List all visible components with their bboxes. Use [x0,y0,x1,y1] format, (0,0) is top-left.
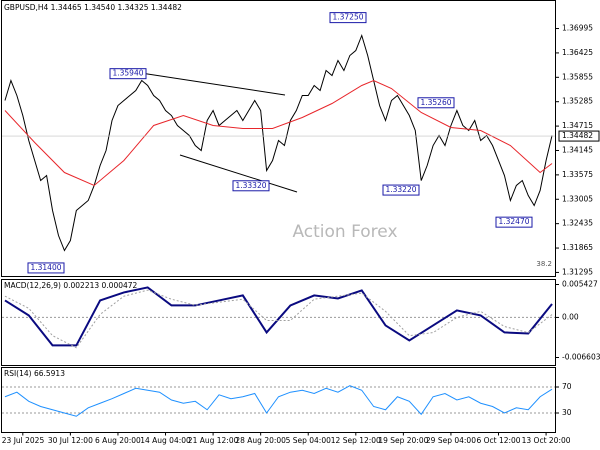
y-tick-label: -0.006603 [562,353,600,362]
series-line [4,33,553,252]
annotation-label: 1.33320 [235,181,266,190]
annotation-box [27,262,65,274]
annotation-label: 1.31400 [30,263,61,272]
y-tick-label: 1.33575 [562,170,593,179]
watermark: Action Forex [292,222,397,242]
channel-line [179,154,298,193]
y-tick-label: 1.31295 [562,267,593,276]
annotation-box [329,12,367,24]
pane-title: GBPUSD,H4 1.34465 1.34540 1.34325 1.3448… [4,3,182,12]
rsi-pane [1,367,556,433]
x-tick-label: 6 Oct 12:00 [476,436,520,445]
y-tick-label: 1.32435 [562,219,593,228]
annotation-label: 1.33220 [385,185,416,194]
x-tick-label: 28 Aug 20:00 [235,436,286,445]
series-line [4,79,553,187]
annotation-box [382,184,420,196]
last-price-box [558,130,600,142]
x-tick-label: 13 Oct 20:00 [522,436,571,445]
annotation-label: 1.32470 [498,217,529,226]
series-line [4,385,553,417]
x-tick-label: 12 Sep 12:00 [331,436,381,445]
y-tick-label: 0.00 [562,312,579,321]
x-tick-label: 14 Aug 04:00 [140,436,191,445]
x-tick-label: 30 Jul 12:00 [48,436,93,445]
annotation-label: 1.35940 [112,69,143,78]
y-tick-label: 1.36425 [562,48,593,57]
x-tick-label: 21 Aug 12:00 [188,436,239,445]
fib-label: 38.2 [536,260,552,268]
price-pane [1,0,556,277]
y-tick-label: 1.35285 [562,97,593,106]
channel-line [140,72,286,96]
annotation-label: 1.37250 [332,13,363,22]
y-tick-label: 1.36995 [562,24,593,33]
last-price-label: 1.34482 [562,131,593,140]
pane-title: RSI(14) 66.5913 [4,369,65,378]
pane-title: MACD(12,26,9) 0.002213 0.000472 [4,281,138,290]
macd-pane [1,279,556,366]
series-line [4,286,553,347]
y-tick-label: 1.35855 [562,72,593,81]
y-tick-label: 1.34715 [562,121,593,130]
y-tick-label: 1.33005 [562,194,593,203]
x-tick-label: 6 Aug 20:00 [95,436,141,445]
y-tick-label: 70 [562,382,572,391]
y-tick-label: 30 [562,408,572,417]
x-tick-label: 23 Jul 2025 [2,436,45,445]
y-tick-label: 0.005427 [562,279,598,288]
annotation-box [232,180,270,192]
y-tick-label: 1.31865 [562,243,593,252]
annotation-box [109,68,147,80]
x-tick-label: 29 Sep 04:00 [426,436,476,445]
y-tick-label: 1.34145 [562,145,593,154]
annotation-label: 1.35260 [420,98,451,107]
x-tick-label: 5 Sep 04:00 [286,436,332,445]
x-tick-label: 19 Sep 20:00 [378,436,428,445]
annotation-box [417,97,455,109]
annotation-box [495,216,533,228]
